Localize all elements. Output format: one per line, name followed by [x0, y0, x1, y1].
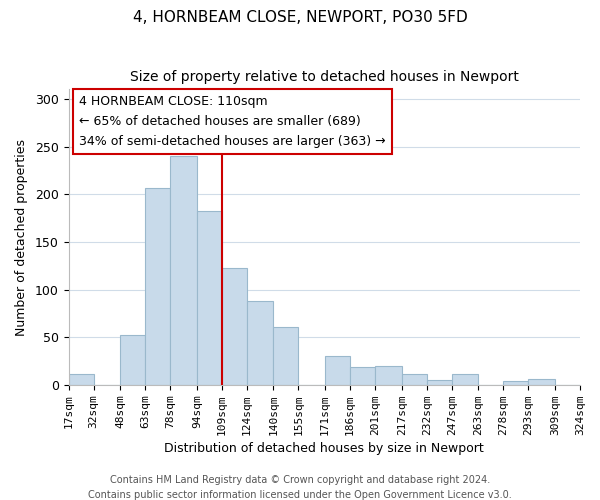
Bar — [503, 381, 529, 385]
X-axis label: Distribution of detached houses by size in Newport: Distribution of detached houses by size … — [164, 442, 484, 455]
Bar — [402, 374, 427, 385]
Bar — [325, 356, 350, 385]
Bar — [197, 212, 222, 385]
Bar — [350, 366, 375, 385]
Bar — [247, 301, 274, 385]
Bar — [529, 379, 555, 385]
Title: Size of property relative to detached houses in Newport: Size of property relative to detached ho… — [130, 70, 519, 84]
Bar — [170, 156, 197, 385]
Bar — [120, 336, 145, 385]
Bar — [375, 366, 402, 385]
Text: Contains HM Land Registry data © Crown copyright and database right 2024.
Contai: Contains HM Land Registry data © Crown c… — [88, 474, 512, 500]
Bar — [274, 326, 298, 385]
Text: 4 HORNBEAM CLOSE: 110sqm
← 65% of detached houses are smaller (689)
34% of semi-: 4 HORNBEAM CLOSE: 110sqm ← 65% of detach… — [79, 95, 385, 148]
Text: 4, HORNBEAM CLOSE, NEWPORT, PO30 5FD: 4, HORNBEAM CLOSE, NEWPORT, PO30 5FD — [133, 10, 467, 25]
Y-axis label: Number of detached properties: Number of detached properties — [15, 138, 28, 336]
Bar — [222, 268, 247, 385]
Bar — [68, 374, 94, 385]
Bar — [452, 374, 478, 385]
Bar — [145, 188, 170, 385]
Bar — [427, 380, 452, 385]
